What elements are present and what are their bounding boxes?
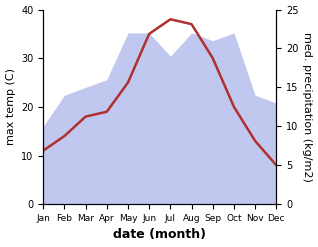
- Y-axis label: max temp (C): max temp (C): [5, 68, 16, 145]
- Y-axis label: med. precipitation (kg/m2): med. precipitation (kg/m2): [302, 32, 313, 182]
- X-axis label: date (month): date (month): [113, 228, 206, 242]
